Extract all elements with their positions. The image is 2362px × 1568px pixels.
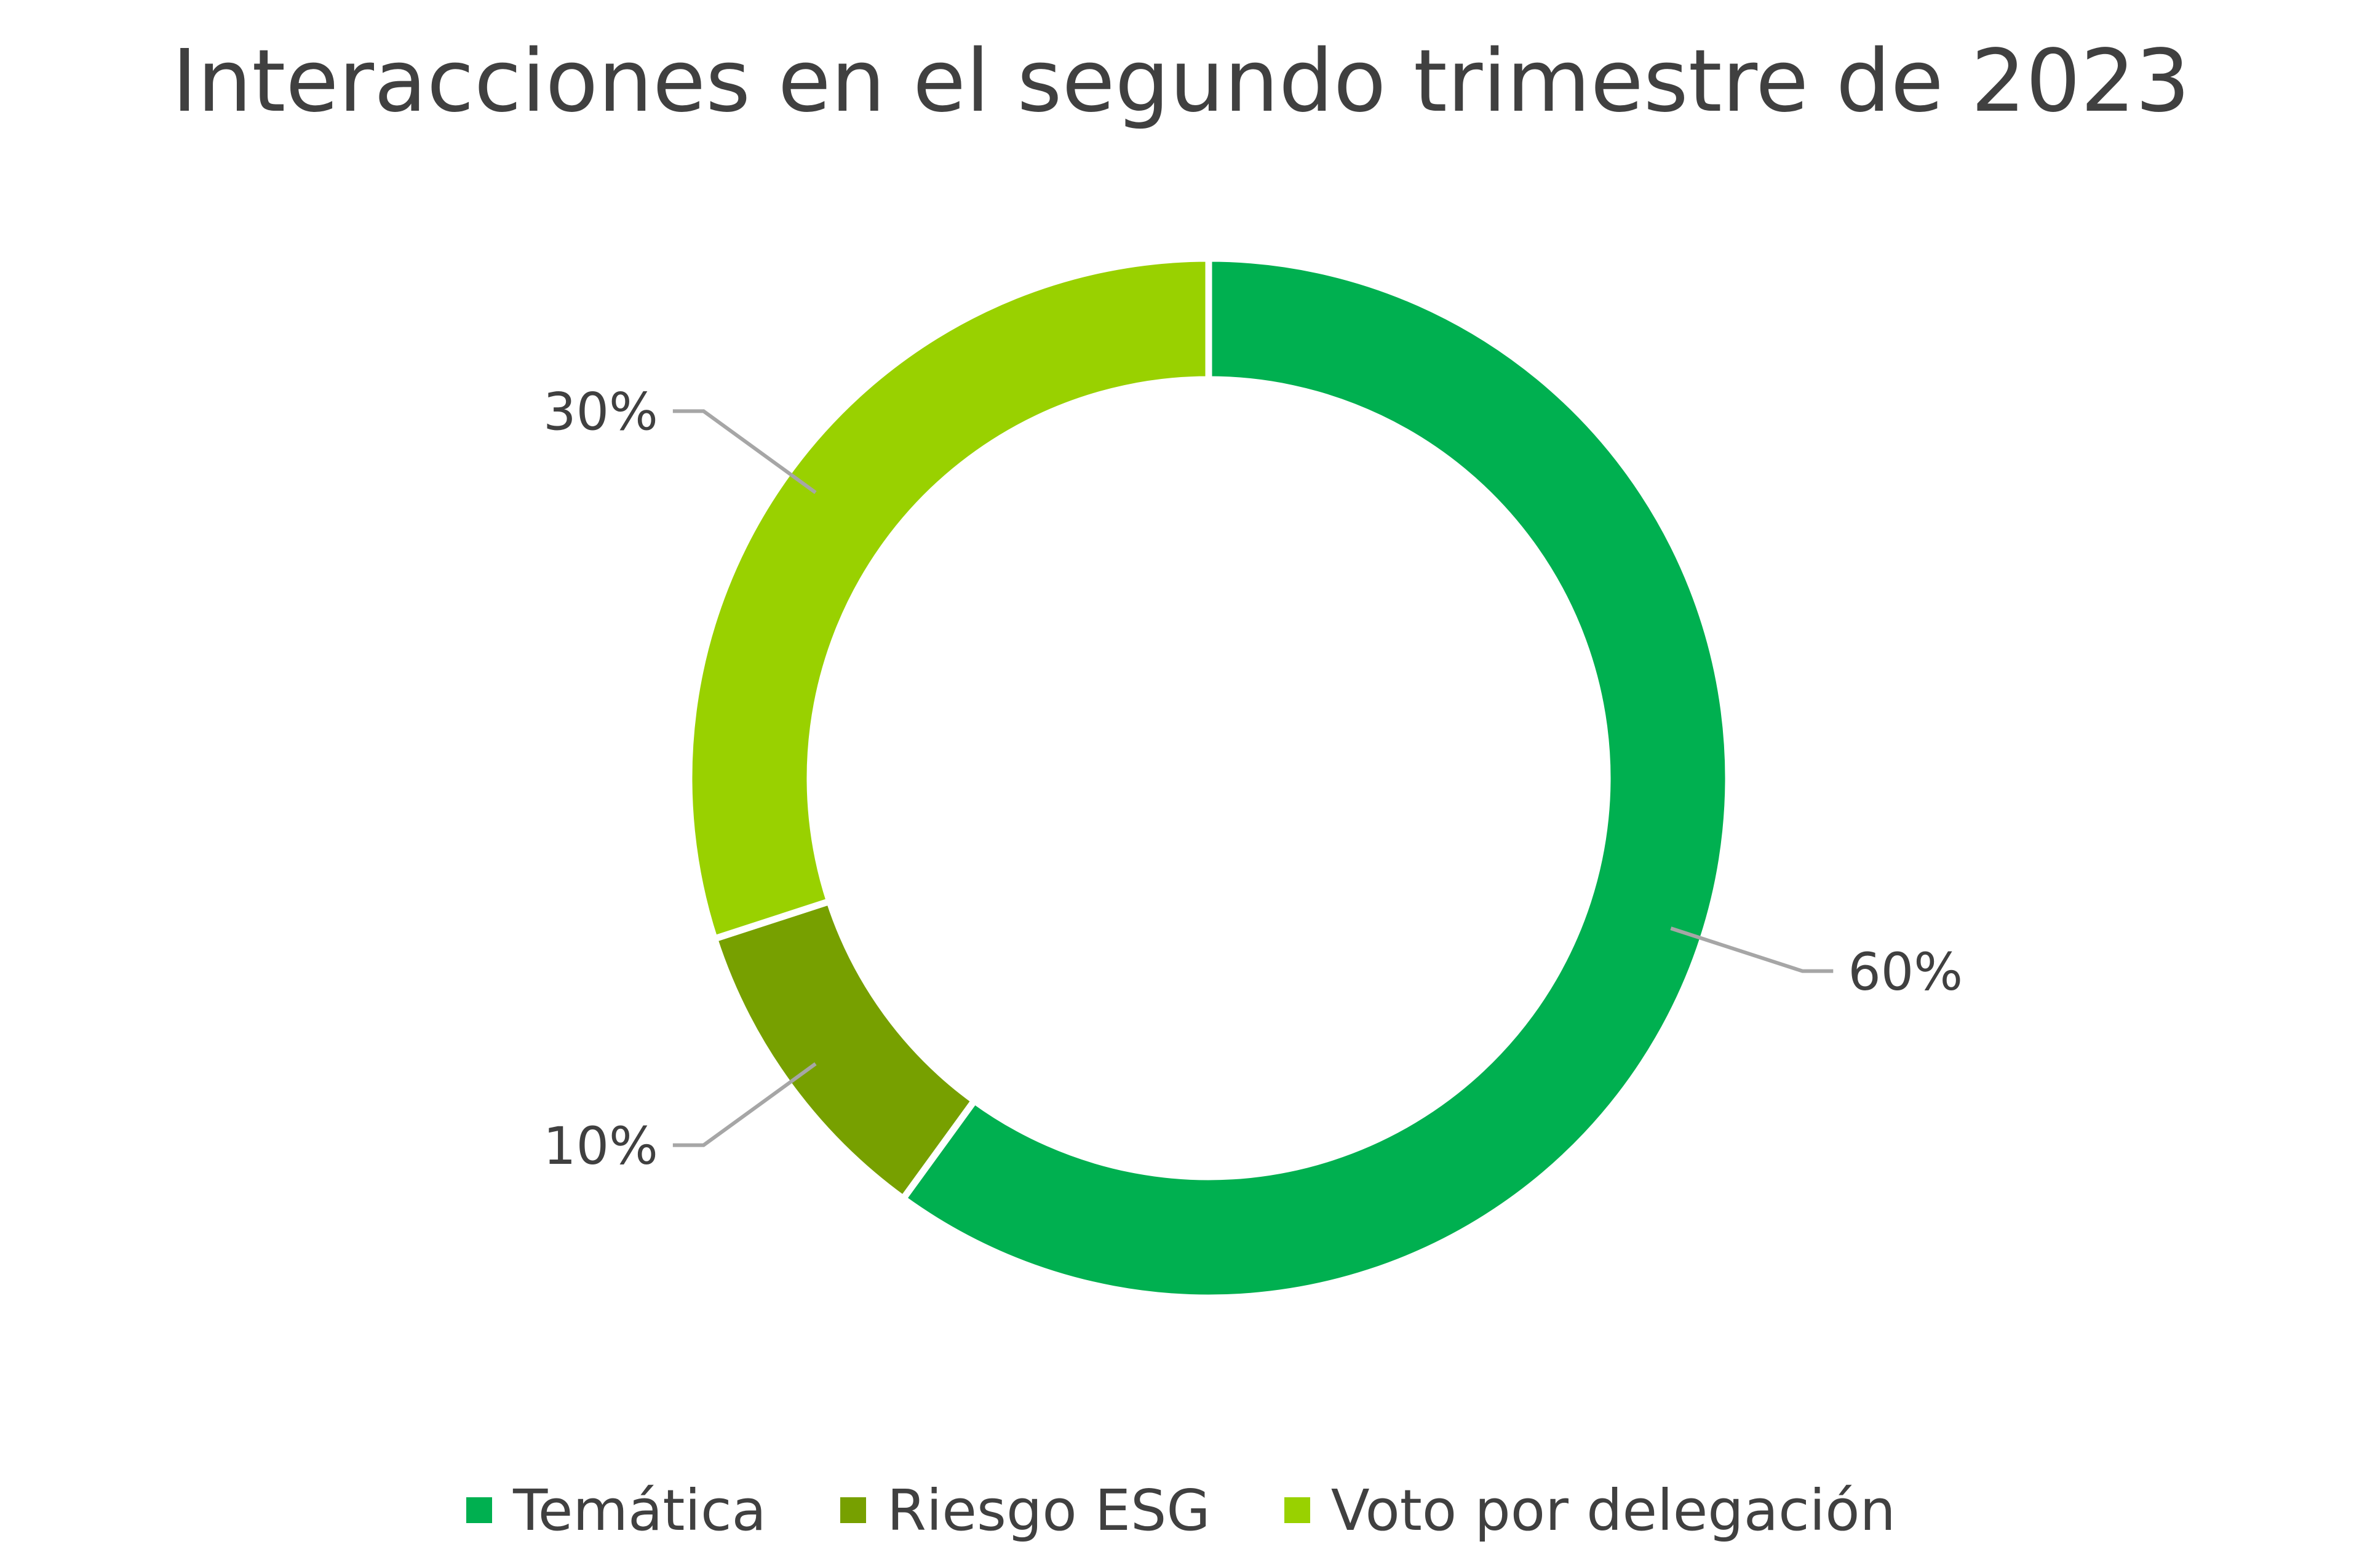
legend-item-riesgo-esg: Riesgo ESG [840, 1478, 1211, 1543]
legend-label-tematica: Temática [513, 1477, 766, 1543]
legend-swatch-tematica [466, 1497, 493, 1523]
data-label-voto-por-delegacion: 30% [543, 382, 658, 442]
legend-swatch-voto-por-delegacion [1284, 1497, 1310, 1523]
data-label-riesgo-esg: 10% [543, 1116, 658, 1176]
data-label-tematica: 60% [1848, 942, 1963, 1002]
legend-label-riesgo-esg: Riesgo ESG [886, 1477, 1211, 1543]
slice-tematica [898, 255, 1732, 1302]
legend-swatch-riesgo-esg [840, 1497, 866, 1523]
leader-line-riesgo-esg [672, 1062, 817, 1147]
legend: Temática Riesgo ESG Voto por delegación [0, 1470, 2362, 1550]
leader-lines [672, 409, 1834, 1147]
slice-riesgo-esg [710, 897, 979, 1204]
legend-item-tematica: Temática [466, 1478, 766, 1543]
leader-line-voto-por-delegacion [672, 409, 817, 495]
legend-label-voto-por-delegacion: Voto por delegación [1330, 1477, 1896, 1543]
leader-line-tematica [1670, 926, 1834, 973]
data-labels: 60% 10% 30% [543, 382, 1963, 1176]
slice-voto-por-delegacion [685, 255, 1212, 944]
chart-title: Interacciones en el segundo trimestre de… [172, 31, 2190, 132]
legend-item-voto-por-delegacion: Voto por delegación [1284, 1478, 1896, 1543]
donut-slices [685, 255, 1732, 1302]
